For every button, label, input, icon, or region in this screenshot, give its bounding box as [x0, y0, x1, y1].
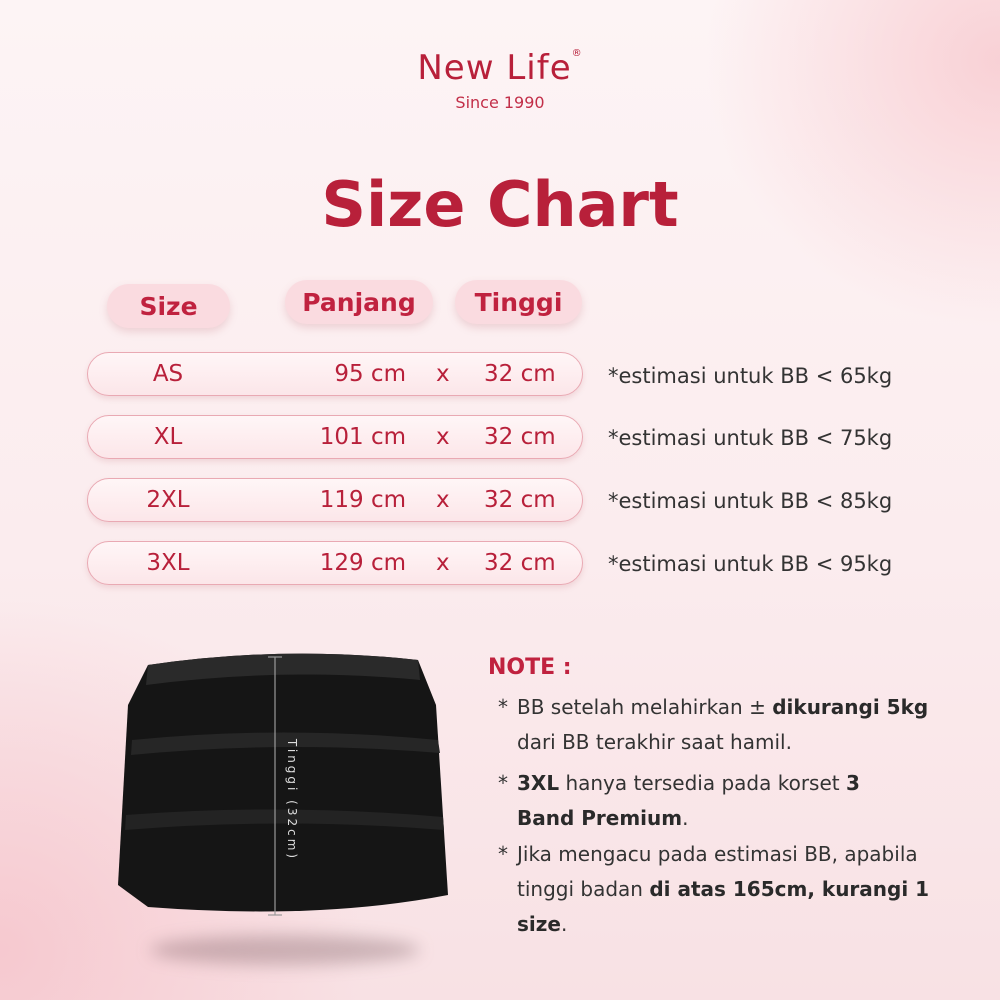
table-row: 3XL 129 cm x 32 cm	[87, 541, 583, 585]
note-text: hanya tersedia pada korset	[559, 771, 846, 795]
note-text: dari BB terakhir saat hamil.	[517, 730, 792, 754]
separator: x	[436, 361, 450, 387]
separator: x	[436, 550, 450, 576]
size-cell: AS	[152, 361, 184, 387]
bullet: *	[498, 771, 508, 795]
tinggi-cell: 32 cm	[484, 487, 556, 513]
note-bold: 3XL	[517, 771, 560, 795]
panjang-cell: 129 cm	[319, 550, 406, 576]
separator: x	[436, 487, 450, 513]
corset-product-image	[118, 653, 448, 916]
panjang-cell: 95 cm	[334, 361, 406, 387]
panjang-cell: 119 cm	[319, 487, 406, 513]
bullet: *	[498, 695, 508, 719]
bullet: *	[498, 842, 508, 866]
note-text: .	[560, 912, 568, 936]
panjang-cell: 101 cm	[319, 424, 406, 450]
tinggi-cell: 32 cm	[484, 361, 556, 387]
size-cell: 2XL	[146, 487, 190, 513]
header-size: Size	[107, 284, 230, 328]
note-text: .	[682, 806, 689, 830]
weight-estimate: *estimasi untuk BB < 65kg	[608, 364, 893, 388]
weight-estimate: *estimasi untuk BB < 95kg	[608, 552, 893, 576]
note-bold: dikurangi 5kg	[772, 695, 929, 719]
table-row: 2XL 119 cm x 32 cm	[87, 478, 583, 522]
note-heading: NOTE :	[488, 655, 572, 680]
brand-tagline: Since 1990	[455, 93, 545, 112]
note-item: * BB setelah melahirkan ± dikurangi 5kg …	[498, 690, 968, 760]
note-bold: di atas 165cm, kurangi 1 size	[517, 877, 930, 936]
note-text: BB setelah melahirkan ±	[517, 695, 773, 719]
brand-logo: New Life®	[0, 48, 1000, 88]
header-panjang: Panjang	[285, 280, 433, 324]
tinggi-cell: 32 cm	[484, 550, 556, 576]
header-tinggi: Tinggi	[455, 280, 582, 324]
tinggi-cell: 32 cm	[484, 424, 556, 450]
page-title: Size Chart	[321, 168, 679, 241]
note-bold: 3 Band Premium	[517, 771, 860, 830]
registered-mark: ®	[571, 48, 583, 59]
product-shadow	[150, 935, 420, 965]
table-row: AS 95 cm x 32 cm	[87, 352, 583, 396]
brand-name: New Life	[417, 48, 572, 88]
separator: x	[436, 424, 450, 450]
size-cell: XL	[153, 424, 183, 450]
weight-estimate: *estimasi untuk BB < 85kg	[608, 489, 893, 513]
table-row: XL 101 cm x 32 cm	[87, 415, 583, 459]
size-cell: 3XL	[146, 550, 190, 576]
tinggi-measure-label: Tinggi (32cm)	[285, 738, 299, 862]
note-text: Jika mengacu pada estimasi BB, apabila t…	[517, 842, 918, 901]
note-item: * 3XL hanya tersedia pada korset 3 Band …	[498, 766, 898, 836]
note-item: * Jika mengacu pada estimasi BB, apabila…	[498, 837, 958, 942]
weight-estimate: *estimasi untuk BB < 75kg	[608, 426, 893, 450]
